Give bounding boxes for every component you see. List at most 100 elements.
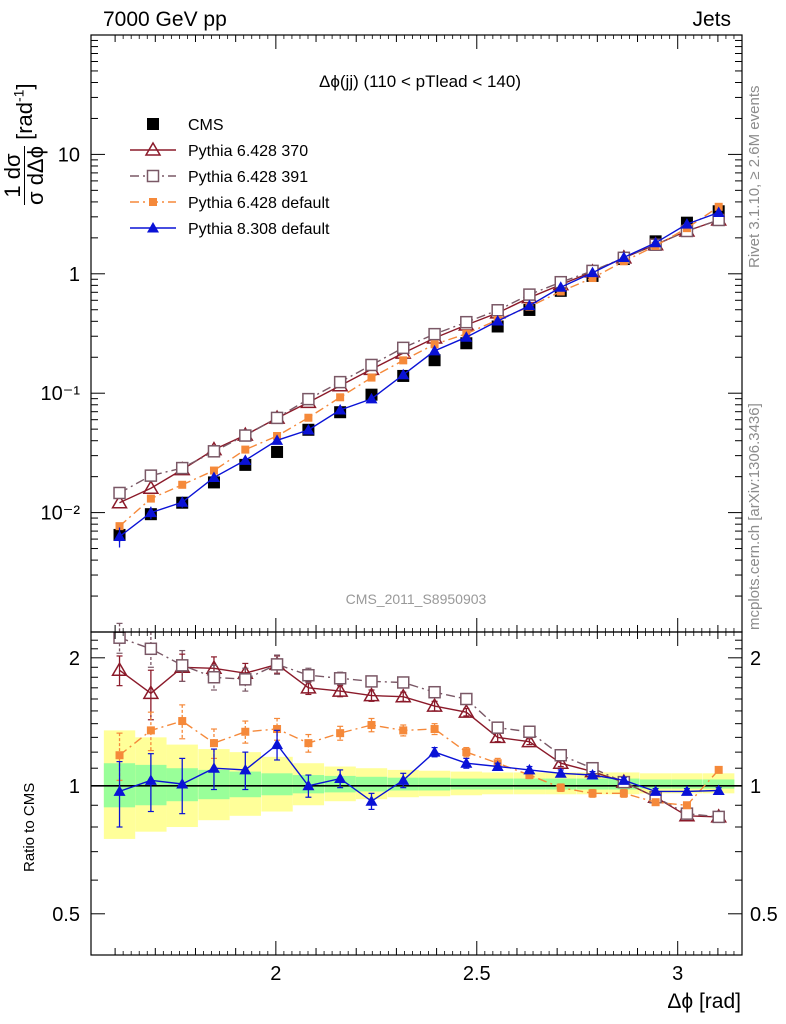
- data-point: [680, 218, 693, 229]
- data-point: [365, 358, 378, 372]
- data-point: [396, 341, 410, 355]
- ratio-point: [302, 779, 315, 791]
- ratio-panel-series: [91, 622, 742, 828]
- rivet-version-label: Rivet 3.1.10, ≥ 2.6M events: [746, 85, 763, 269]
- data-point: [491, 304, 504, 317]
- ratio-point: [115, 751, 124, 760]
- band-inner-bin: [576, 778, 609, 790]
- ratio-y-tick-label: 1: [69, 776, 80, 798]
- ratio-y-tick-label: 0.5: [52, 904, 80, 926]
- ratio-point: [270, 658, 284, 671]
- data-point: [712, 206, 725, 218]
- ratio-point: [113, 785, 126, 796]
- analysis-watermark: CMS_2011_S8950903: [346, 591, 487, 607]
- ratio-panel-border: [90, 631, 743, 956]
- data-point: [115, 522, 124, 531]
- data-point: [142, 479, 160, 494]
- band-inner-bin: [671, 779, 703, 789]
- legend: CMS Pythia 6.428 370 Pythia 6.428 391 Pythi…: [130, 117, 330, 238]
- data-point: [302, 392, 315, 406]
- data-point: [428, 327, 441, 341]
- ratio-point: [207, 671, 221, 684]
- data-point: [239, 429, 252, 442]
- ratio-point: [523, 725, 536, 739]
- ratio-line: [119, 720, 720, 807]
- data-point: [239, 454, 252, 465]
- ratio-point: [365, 675, 378, 688]
- band-inner-bin: [703, 779, 735, 789]
- ratio-point: [365, 795, 378, 806]
- ratio-point: [428, 685, 441, 699]
- ratio-point: [460, 692, 473, 706]
- data-point: [586, 266, 599, 278]
- ratio-point: [649, 785, 662, 796]
- x-tick-label: 2: [270, 963, 281, 985]
- ratio-point: [397, 774, 410, 785]
- ratio-point: [680, 785, 693, 796]
- data-point: [333, 375, 347, 389]
- ratio-point: [680, 807, 694, 820]
- header-process-label: Jets: [692, 8, 731, 31]
- data-point: [144, 506, 157, 518]
- ratio-y-axis-label: Ratio to CMS: [21, 782, 38, 872]
- data-point: [367, 373, 376, 382]
- ratio-point: [556, 783, 565, 792]
- band-inner-bin: [482, 778, 514, 790]
- ratio-point: [336, 729, 345, 738]
- ratio-point: [271, 738, 284, 750]
- x-tick-label: 3: [672, 963, 683, 985]
- data-point: [146, 494, 155, 503]
- ratio-point: [525, 771, 534, 780]
- data-point: [588, 274, 597, 283]
- ratio-point: [521, 733, 538, 748]
- band-inner-bin: [513, 778, 546, 790]
- legend-marker: [144, 141, 162, 156]
- data-point: [178, 480, 187, 489]
- ratio-point: [209, 739, 218, 748]
- ratio-point: [334, 772, 347, 784]
- y-tick-label: 10⁻¹: [41, 383, 81, 405]
- data-point: [399, 356, 408, 365]
- legend-marker: [149, 198, 157, 206]
- legend-marker: [146, 169, 160, 183]
- legend-label: CMS: [188, 117, 224, 134]
- y-tick-label: 10: [58, 144, 80, 166]
- data-point: [430, 340, 439, 349]
- ratio-point: [176, 777, 189, 789]
- ratio-point: [241, 727, 250, 736]
- ratio-uncertainty-band: [103, 730, 735, 839]
- series-line: [119, 211, 719, 538]
- ratio-point: [619, 789, 628, 798]
- ratio-point: [617, 774, 630, 785]
- data-point: [111, 494, 128, 509]
- ratio-point: [142, 684, 160, 700]
- legend-marker: [147, 118, 159, 130]
- data-point: [523, 299, 536, 311]
- ratio-point: [363, 687, 380, 702]
- ratio-point: [460, 757, 473, 768]
- ratio-point: [554, 748, 568, 762]
- ratio-point: [300, 679, 317, 694]
- top-y-axis-label: 1 dσ σ dΔϕ [rad-1]: [0, 83, 48, 205]
- ratio-point: [178, 717, 187, 726]
- data-point: [144, 469, 158, 482]
- ratio-point: [331, 682, 349, 697]
- y-tick-label: 10⁻²: [41, 503, 81, 525]
- data-point: [617, 251, 630, 262]
- ratio-line: [119, 743, 719, 803]
- ratio-point: [273, 725, 282, 734]
- legend-marker: [147, 222, 159, 233]
- top-panel-series: [111, 202, 727, 548]
- data-point: [113, 486, 126, 500]
- data-point: [649, 236, 662, 248]
- data-point: [428, 354, 441, 367]
- series-P391: [113, 213, 725, 500]
- data-point: [428, 344, 441, 356]
- ratio-point: [489, 728, 506, 744]
- data-point: [460, 315, 473, 329]
- ratio-point: [523, 763, 536, 775]
- ratio-point: [428, 746, 441, 757]
- data-point: [175, 461, 189, 475]
- series-P8def: [113, 206, 725, 548]
- ratio-point: [302, 668, 315, 682]
